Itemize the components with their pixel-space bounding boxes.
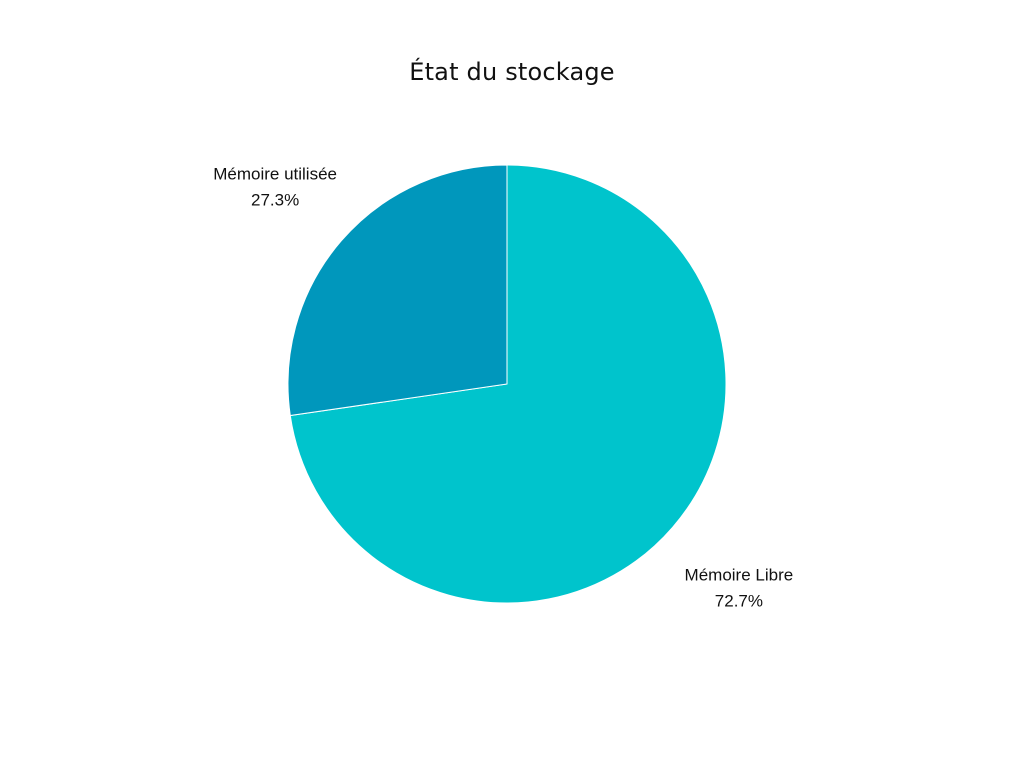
slice-label-1: Mémoire utilisée — [213, 164, 337, 183]
pie-slice-0 — [289, 164, 727, 604]
pie-slices — [287, 164, 727, 604]
pie-labels: Mémoire Libre 72.7% Mémoire utilisée 27.3% — [213, 164, 793, 610]
slice-percent-1: 27.3% — [251, 190, 299, 209]
chart-title: État du stockage — [409, 58, 615, 86]
slice-label-0: Mémoire Libre — [685, 566, 794, 585]
slice-percent-0: 72.7% — [715, 592, 763, 611]
pie-slice-1 — [287, 164, 508, 417]
